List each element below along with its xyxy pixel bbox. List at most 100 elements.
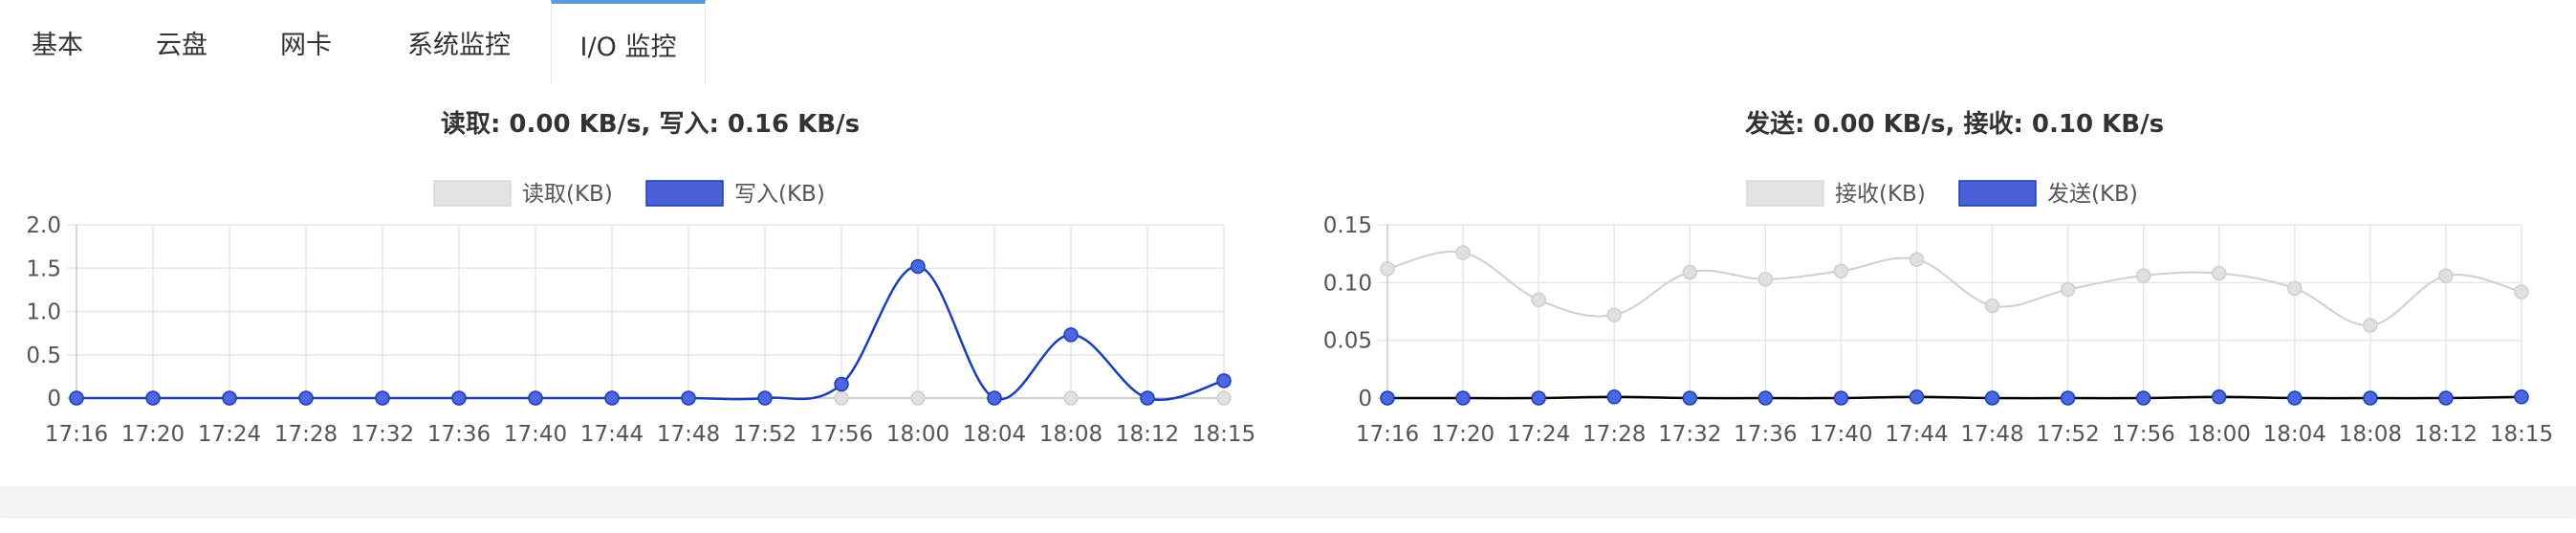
data-point	[1531, 292, 1546, 308]
x-tick-label: 17:24	[198, 422, 261, 447]
data-point	[2211, 265, 2227, 281]
data-point	[1909, 389, 1925, 405]
data-point	[1984, 298, 2000, 314]
data-point	[1063, 390, 1079, 406]
data-point	[298, 390, 314, 406]
x-tick-label: 17:28	[274, 422, 338, 447]
tab-io-monitor-label: I/O 监控	[579, 33, 677, 62]
data-point	[1757, 271, 1774, 287]
y-tick-label: 0.15	[1323, 213, 1372, 238]
x-tick-label: 17:52	[733, 422, 797, 447]
x-tick-label: 17:20	[121, 422, 185, 447]
data-point	[1833, 390, 1849, 406]
legend-swatch-grey	[1746, 180, 1824, 207]
x-tick-label: 17:48	[657, 422, 720, 447]
data-point	[2135, 390, 2151, 406]
data-point	[2514, 389, 2529, 405]
x-tick-label: 17:40	[1809, 422, 1872, 447]
x-tick-label: 18:15	[2490, 422, 2553, 447]
data-point	[987, 390, 1002, 406]
legend-swatch-blue	[1958, 180, 2037, 207]
y-tick-label: 0	[1358, 387, 1372, 411]
data-point	[1380, 390, 1395, 406]
tab-bar: 基本 云盘 网卡 系统监控 I/O 监控	[0, 0, 2576, 85]
x-tick-label: 17:28	[1583, 422, 1646, 447]
data-point	[2287, 280, 2303, 297]
series-line-blue	[76, 265, 1225, 401]
x-tick-label: 17:32	[351, 422, 414, 447]
tab-cloud-disk[interactable]: 云盘	[120, 0, 244, 84]
x-tick-label: 18:08	[1039, 422, 1102, 447]
data-point	[528, 390, 543, 406]
data-point	[2211, 389, 2227, 405]
network-io-chart: 发送: 0.00 KB/s, 接收: 0.10 KB/s 接收(KB) 发送(KB)…	[1323, 109, 2553, 447]
y-tick-label: 0.10	[1323, 271, 1372, 296]
data-point	[375, 390, 390, 406]
data-point	[834, 390, 849, 406]
y-tick-label: 2.0	[26, 213, 61, 238]
data-point	[1140, 390, 1155, 406]
data-point	[1216, 373, 1232, 389]
tab-system-monitor[interactable]: 系统监控	[373, 0, 545, 84]
tab-io-monitor[interactable]: I/O 监控	[551, 0, 706, 85]
data-point	[1606, 389, 1622, 405]
legend-label: 写入(KB)	[734, 182, 825, 207]
series-line-grey	[1386, 250, 2522, 326]
data-point	[2135, 268, 2151, 283]
data-point	[2438, 390, 2454, 406]
tab-system-monitor-label: 系统监控	[407, 30, 511, 60]
tab-network-card-label: 网卡	[280, 30, 332, 60]
x-tick-label: 17:44	[1885, 422, 1948, 447]
tab-network-card[interactable]: 网卡	[244, 0, 368, 84]
data-point	[757, 390, 773, 406]
x-tick-label: 17:48	[1960, 422, 2023, 447]
tab-basic-label: 基本	[32, 30, 83, 60]
next-panel-edge	[0, 517, 2576, 533]
data-point	[1909, 252, 1925, 267]
y-tick-label: 1.5	[26, 256, 61, 281]
series-line-blue	[1387, 395, 2522, 400]
x-tick-label: 17:44	[580, 422, 644, 447]
x-tick-label: 18:12	[1116, 422, 1179, 447]
data-point	[604, 390, 620, 406]
y-tick-label: 0.05	[1323, 329, 1372, 354]
data-point	[1606, 307, 1622, 322]
data-point	[1531, 390, 1546, 406]
data-point	[2287, 390, 2303, 406]
x-tick-label: 17:40	[504, 422, 567, 447]
x-tick-label: 17:24	[1507, 422, 1570, 447]
data-point	[834, 376, 849, 392]
chart-title: 发送: 0.00 KB/s, 接收: 0.10 KB/s	[1744, 109, 2164, 139]
chart-title: 读取: 0.00 KB/s, 写入: 0.16 KB/s	[441, 110, 860, 139]
data-point	[910, 258, 926, 275]
legend-label: 发送(KB)	[2047, 182, 2138, 207]
legend-label: 接收(KB)	[1835, 182, 1926, 207]
x-tick-label: 18:00	[886, 422, 950, 447]
data-point	[69, 390, 84, 406]
data-point	[2060, 281, 2076, 298]
x-tick-label: 17:36	[1734, 422, 1797, 447]
data-point	[2438, 268, 2454, 283]
data-point	[2514, 284, 2529, 300]
x-tick-label: 18:08	[2339, 422, 2402, 447]
y-tick-label: 1.0	[26, 300, 61, 325]
x-tick-label: 17:16	[1356, 422, 1419, 447]
y-tick-label: 0	[47, 387, 61, 411]
data-point	[2060, 390, 2076, 406]
disk-io-chart: 读取: 0.00 KB/s, 写入: 0.16 KB/s 读取(KB) 写入(KB)…	[26, 110, 1255, 447]
data-point	[222, 390, 237, 406]
x-tick-label: 18:04	[963, 422, 1026, 447]
y-tick-label: 0.5	[26, 344, 61, 368]
data-point	[451, 390, 467, 406]
x-tick-label: 17:20	[1431, 422, 1495, 447]
chart-panel: 读取: 0.00 KB/s, 写入: 0.16 KB/s 读取(KB) 写入(KB)…	[0, 84, 2576, 487]
x-tick-label: 18:15	[1192, 422, 1255, 447]
x-tick-label: 17:52	[2036, 422, 2099, 447]
legend-swatch-blue	[645, 180, 724, 207]
tab-cloud-disk-label: 云盘	[156, 30, 207, 60]
x-tick-label: 17:56	[810, 422, 873, 447]
x-tick-label: 17:36	[427, 422, 491, 447]
tab-basic[interactable]: 基本	[0, 0, 115, 84]
data-point	[681, 390, 696, 406]
data-point	[910, 390, 926, 406]
